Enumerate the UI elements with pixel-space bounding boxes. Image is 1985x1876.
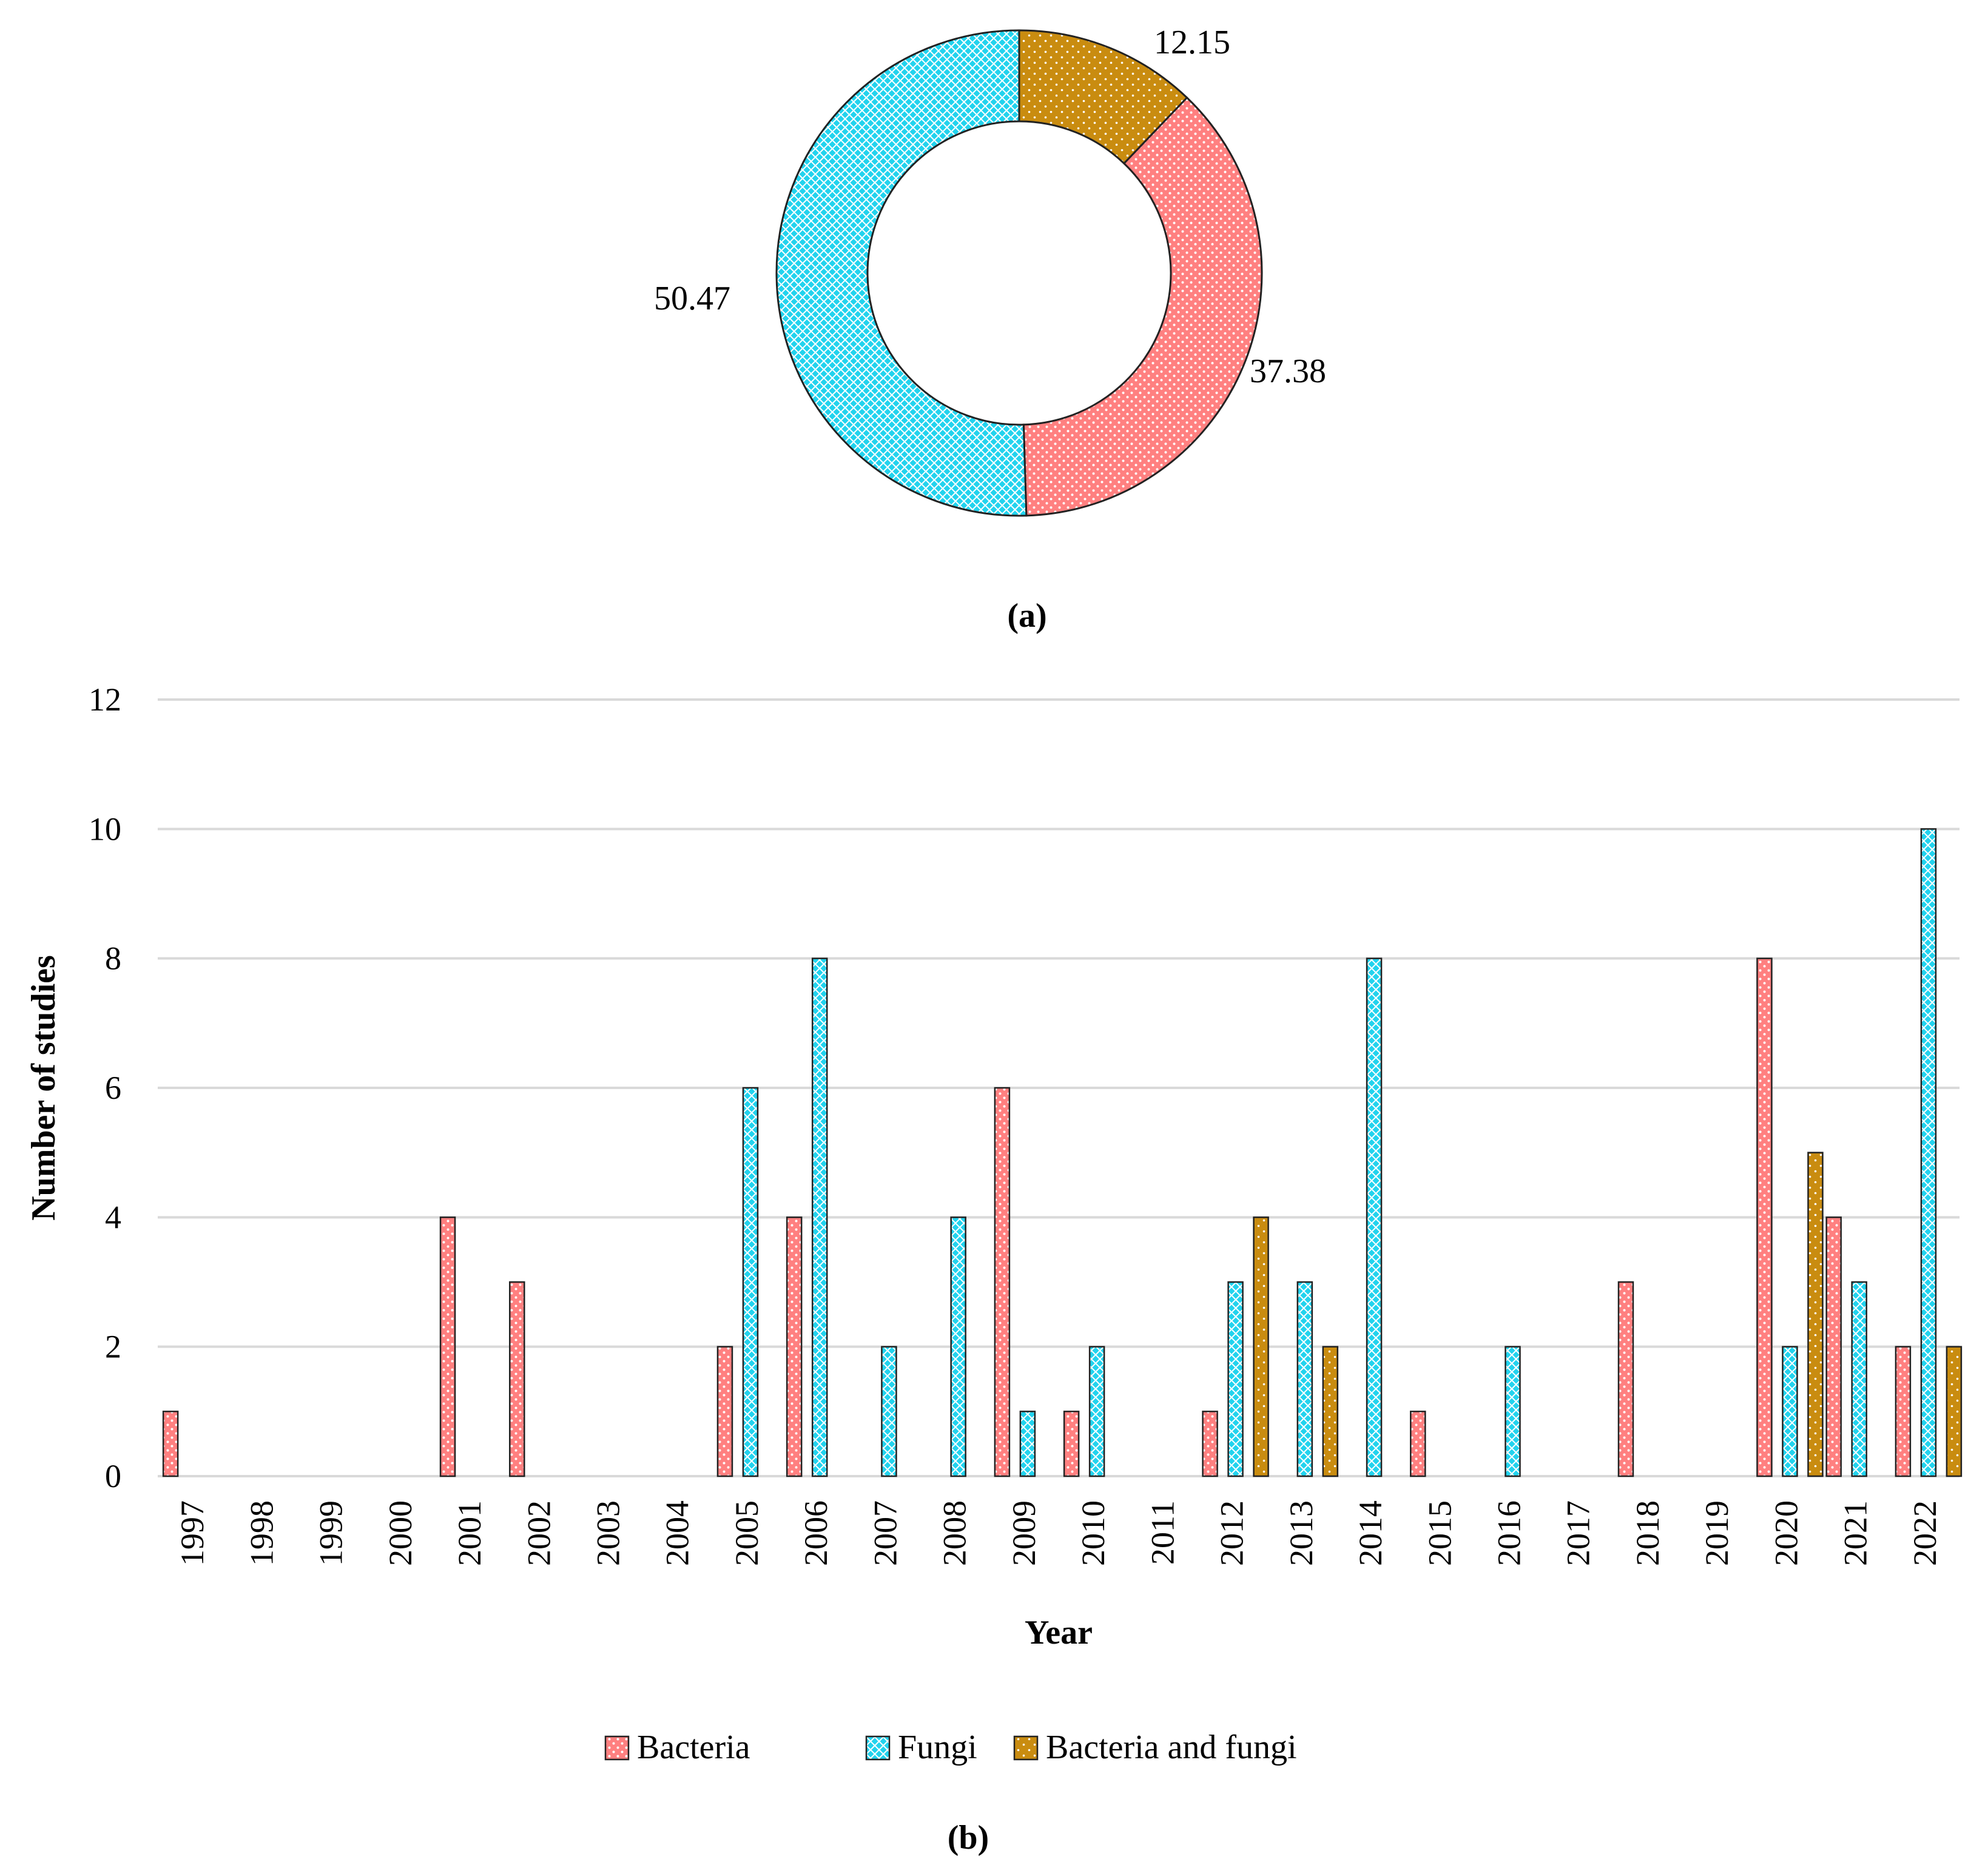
x-tick-label-2001: 2001: [451, 1500, 488, 1566]
bar-bacteria-and-fungi-2020: [1807, 1152, 1824, 1477]
x-tick-label-2013: 2013: [1283, 1500, 1319, 1566]
y-tick-label: 12: [89, 681, 121, 718]
x-tick-label-1999: 1999: [313, 1500, 349, 1566]
caption-a: (a): [1007, 597, 1046, 635]
bar-fungi-2009: [1019, 1411, 1036, 1477]
bar-bacteria-2005: [716, 1346, 733, 1477]
x-tick-label-2011: 2011: [1144, 1500, 1181, 1565]
x-tick-label-2014: 2014: [1352, 1500, 1389, 1566]
x-tick-label-2017: 2017: [1560, 1500, 1597, 1566]
legend-swatch-bacteria-and-fungi: [1013, 1735, 1039, 1761]
legend-label-bacteria-and-fungi: Bacteria and fungi: [1046, 1729, 1297, 1766]
x-tick-label-2015: 2015: [1421, 1500, 1458, 1566]
x-tick-label-2022: 2022: [1907, 1500, 1943, 1566]
bar-bacteria-and-fungi-2022: [1946, 1346, 1963, 1477]
donut-label-fungi: 50.47: [654, 280, 730, 317]
x-tick-label-2004: 2004: [659, 1500, 696, 1566]
y-tick-label: 2: [105, 1329, 121, 1365]
bar-bacteria-2002: [509, 1281, 525, 1477]
bar-fungi-2007: [881, 1346, 897, 1477]
bar-bacteria-2018: [1617, 1281, 1634, 1477]
legend: Bacteria Fungi Bacteria and fungi: [604, 1729, 1297, 1766]
donut-label-bacteria: 37.38: [1250, 353, 1326, 390]
x-tick-label-2005: 2005: [729, 1500, 765, 1566]
y-tick-label: 0: [105, 1458, 121, 1494]
donut-label-bacteria-and-fungi: 12.15: [1154, 24, 1230, 61]
bar-bacteria-2020: [1756, 957, 1773, 1477]
bar-bacteria-2009: [994, 1087, 1011, 1477]
bar-fungi-2012: [1227, 1281, 1244, 1477]
x-tick-label-2021: 2021: [1838, 1500, 1874, 1566]
bar-fungi-2021: [1851, 1281, 1867, 1477]
bar-fungi-2020: [1782, 1346, 1798, 1477]
bar-bacteria-2012: [1202, 1411, 1218, 1477]
x-axis-ticks: 1997 1998 1999 2000 2001 2002 2003 2004 2005 2006…: [174, 1500, 1943, 1566]
bar-fungi-2010: [1088, 1346, 1105, 1477]
x-tick-label-1998: 1998: [243, 1500, 280, 1566]
legend-label-bacteria: Bacteria: [637, 1729, 750, 1766]
bar-bacteria-2001: [439, 1216, 456, 1477]
bar-series: [162, 828, 1963, 1477]
caption-b: (b): [948, 1819, 989, 1857]
bar-fungi-2006: [811, 957, 828, 1477]
legend-label-fungi: Fungi: [898, 1729, 977, 1766]
bar-bacteria-2006: [786, 1216, 803, 1477]
bar-bacteria-1997: [162, 1411, 179, 1477]
bar-bacteria-2022: [1895, 1346, 1912, 1477]
bar-gridlines: [158, 698, 1960, 1477]
x-tick-label-2008: 2008: [937, 1500, 973, 1566]
y-tick-label: 10: [89, 811, 121, 847]
bar-fungi-2013: [1296, 1281, 1313, 1477]
legend-swatch-bacteria: [604, 1735, 630, 1761]
donut-chart: [775, 29, 1263, 517]
bar-bacteria-2015: [1410, 1411, 1426, 1477]
bar-bacteria-and-fungi-2013: [1322, 1346, 1339, 1477]
x-tick-label-2007: 2007: [867, 1500, 903, 1566]
bar-fungi-2016: [1505, 1346, 1521, 1477]
bar-fungi-2005: [742, 1087, 759, 1477]
bar-bacteria-2021: [1825, 1216, 1842, 1477]
x-tick-label-2018: 2018: [1629, 1500, 1666, 1566]
x-tick-label-2020: 2020: [1768, 1500, 1804, 1566]
y-tick-label: 6: [105, 1070, 121, 1106]
bar-fungi-2008: [950, 1216, 966, 1477]
x-tick-label-2010: 2010: [1075, 1500, 1111, 1566]
x-tick-label-2009: 2009: [1006, 1500, 1042, 1566]
y-tick-label: 4: [105, 1199, 121, 1235]
x-tick-label-2003: 2003: [590, 1500, 627, 1566]
bar-fungi-2022: [1920, 828, 1937, 1477]
y-axis-ticks: 0 2 4 6 8 10 12: [89, 681, 121, 1494]
y-axis-title: Number of studies: [25, 955, 62, 1221]
x-tick-label-2002: 2002: [521, 1500, 557, 1566]
donut-slice-bacteria: [1022, 96, 1263, 517]
bar-fungi-2014: [1366, 957, 1383, 1477]
donut-slice-fungi: [775, 29, 1028, 517]
legend-swatch-fungi: [865, 1735, 891, 1761]
x-tick-label-2012: 2012: [1214, 1500, 1250, 1566]
x-axis-title: Year: [1025, 1614, 1093, 1652]
bar-bacteria-2010: [1063, 1411, 1080, 1477]
x-tick-label-1997: 1997: [174, 1500, 211, 1566]
x-tick-label-2000: 2000: [382, 1500, 419, 1566]
x-tick-label-2006: 2006: [798, 1500, 834, 1566]
bar-bacteria-and-fungi-2012: [1253, 1216, 1269, 1477]
y-tick-label: 8: [105, 940, 121, 977]
x-tick-label-2016: 2016: [1491, 1500, 1528, 1566]
x-tick-label-2019: 2019: [1699, 1500, 1735, 1566]
